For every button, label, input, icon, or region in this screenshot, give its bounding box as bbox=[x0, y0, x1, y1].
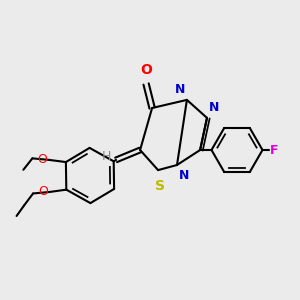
Text: H: H bbox=[102, 150, 112, 164]
Text: N: N bbox=[208, 101, 219, 114]
Text: N: N bbox=[178, 169, 189, 182]
Text: S: S bbox=[154, 179, 165, 193]
Text: N: N bbox=[175, 83, 185, 96]
Text: O: O bbox=[38, 185, 48, 199]
Text: F: F bbox=[270, 143, 278, 157]
Text: O: O bbox=[38, 153, 47, 167]
Text: O: O bbox=[140, 62, 152, 76]
